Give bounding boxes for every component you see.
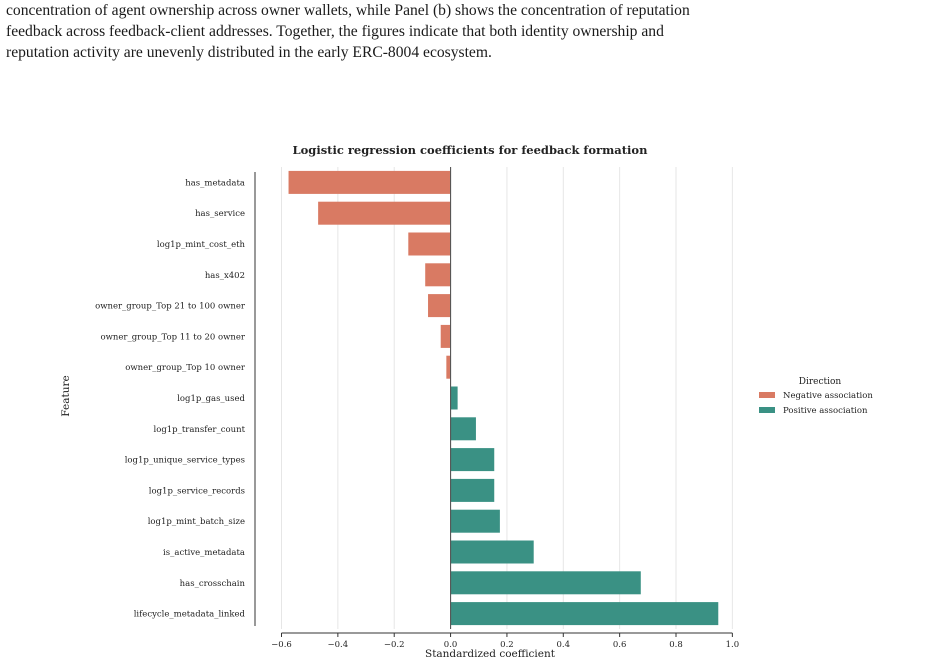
bar bbox=[450, 386, 458, 410]
y-tick-label: lifecycle_metadata_linked bbox=[134, 610, 246, 620]
legend-label-negative: Negative association bbox=[783, 391, 873, 401]
x-tick-label: −0.2 bbox=[384, 640, 405, 650]
y-tick-label: has_crosschain bbox=[180, 579, 246, 589]
bar bbox=[408, 232, 451, 256]
legend: Direction Negative association Positive … bbox=[759, 377, 873, 416]
caption-line: feedback across feedback-client addresse… bbox=[6, 23, 664, 40]
chart-title: Logistic regression coefficients for fee… bbox=[293, 143, 649, 157]
bar bbox=[428, 294, 451, 318]
x-tick-label: 0.8 bbox=[669, 640, 683, 650]
legend-swatch-positive bbox=[759, 407, 775, 413]
bar bbox=[450, 478, 495, 502]
x-tick-label: 0.2 bbox=[500, 640, 514, 650]
y-tick-label: log1p_service_records bbox=[149, 486, 245, 496]
legend-label-positive: Positive association bbox=[783, 406, 868, 416]
x-tick-label: −0.4 bbox=[328, 640, 349, 650]
y-tick-label: log1p_transfer_count bbox=[154, 425, 246, 435]
bar bbox=[425, 263, 451, 287]
bar bbox=[450, 509, 500, 533]
legend-swatch-negative bbox=[759, 392, 775, 398]
bar bbox=[446, 355, 451, 379]
bar bbox=[450, 417, 476, 441]
y-tick-label: owner_group_Top 10 owner bbox=[125, 363, 246, 373]
y-tick-label: log1p_unique_service_types bbox=[125, 456, 245, 466]
x-tick-label: 1.0 bbox=[726, 640, 740, 650]
y-tick-label: log1p_mint_batch_size bbox=[148, 517, 245, 527]
caption-line: reputation activity are unevenly distrib… bbox=[6, 44, 492, 61]
legend-title: Direction bbox=[799, 377, 842, 387]
y-tick-label: has_x402 bbox=[205, 271, 245, 281]
y-tick-label: has_metadata bbox=[185, 178, 245, 188]
y-tick-label: log1p_gas_used bbox=[177, 394, 245, 404]
x-tick-label: 0.6 bbox=[613, 640, 627, 650]
bar bbox=[288, 170, 451, 194]
bar bbox=[450, 602, 719, 626]
caption-text: concentration of agent ownership across … bbox=[6, 0, 941, 63]
axes: has_metadata has_service log1p_mint_cost_e… bbox=[95, 167, 739, 650]
y-axis-label: Feature bbox=[60, 375, 72, 416]
y-tick-label: has_service bbox=[195, 209, 245, 219]
caption-line: concentration of agent ownership across … bbox=[6, 2, 690, 19]
y-tick-label: log1p_mint_cost_eth bbox=[157, 240, 246, 250]
y-tick-label: owner_group_Top 11 to 20 owner bbox=[101, 332, 246, 342]
x-axis-label: Standardized coefficient bbox=[425, 648, 556, 660]
y-tick-label: owner_group_Top 21 to 100 owner bbox=[95, 302, 246, 312]
bars bbox=[288, 170, 719, 626]
bar bbox=[450, 448, 495, 472]
bar bbox=[318, 201, 451, 225]
bar bbox=[450, 540, 534, 564]
y-tick-label: is_active_metadata bbox=[163, 548, 245, 558]
x-tick-label: −0.6 bbox=[271, 640, 292, 650]
x-tick-label: 0.0 bbox=[444, 640, 458, 650]
bar bbox=[450, 571, 641, 595]
grid-lines bbox=[280, 167, 733, 629]
bar bbox=[440, 324, 451, 348]
x-tick-label: 0.4 bbox=[557, 640, 571, 650]
